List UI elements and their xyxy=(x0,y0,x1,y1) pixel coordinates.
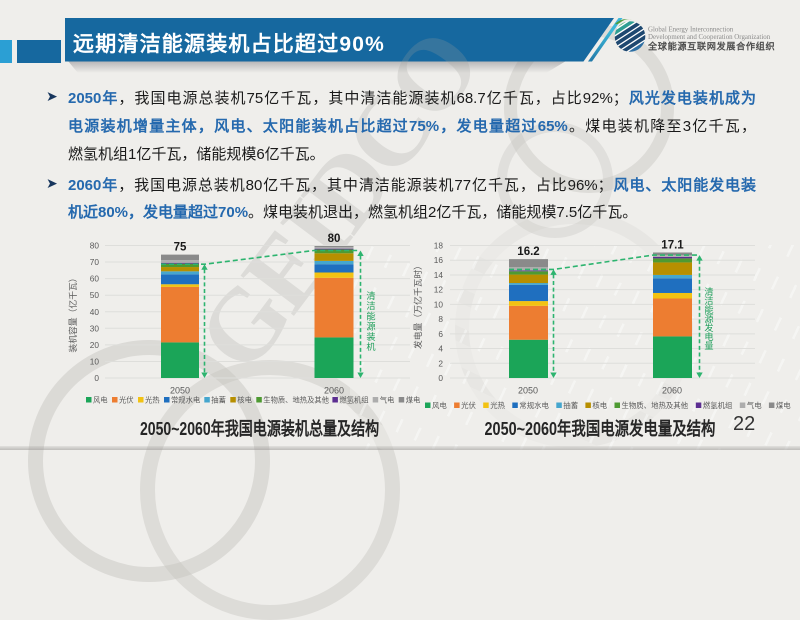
svg-text:核电: 核电 xyxy=(592,401,607,410)
svg-text:30: 30 xyxy=(90,323,100,333)
svg-text:生物质、地热及其他: 生物质、地热及其他 xyxy=(263,396,329,405)
svg-text:16: 16 xyxy=(434,255,444,265)
svg-text:光伏: 光伏 xyxy=(461,401,476,410)
svg-text:2060: 2060 xyxy=(662,386,682,396)
svg-text:20: 20 xyxy=(90,340,100,350)
svg-text:12: 12 xyxy=(434,285,444,295)
svg-text:核电: 核电 xyxy=(237,396,252,405)
svg-text:0: 0 xyxy=(94,373,99,383)
svg-text:燃氢机组: 燃氢机组 xyxy=(339,396,368,405)
svg-text:17.1: 17.1 xyxy=(661,240,684,252)
svg-text:发: 发 xyxy=(704,322,713,333)
svg-text:清: 清 xyxy=(704,286,713,297)
svg-text:Development and Cooperation Or: Development and Cooperation Organization xyxy=(648,34,771,41)
svg-text:14: 14 xyxy=(434,270,444,280)
svg-text:源: 源 xyxy=(366,322,375,332)
svg-text:煤电: 煤电 xyxy=(776,401,791,410)
svg-text:电: 电 xyxy=(704,331,713,342)
svg-text:光热: 光热 xyxy=(490,401,505,410)
svg-text:4: 4 xyxy=(438,344,443,354)
svg-text:16.2: 16.2 xyxy=(517,246,539,258)
svg-text:量: 量 xyxy=(704,341,713,351)
svg-text:燃氢机组: 燃氢机组 xyxy=(703,401,733,410)
svg-text:发电量（万亿千瓦时）: 发电量（万亿千瓦时） xyxy=(412,261,423,349)
svg-text:气电: 气电 xyxy=(747,401,762,410)
svg-text:40: 40 xyxy=(90,307,100,317)
svg-text:常规水电: 常规水电 xyxy=(171,396,201,405)
svg-text:清: 清 xyxy=(366,290,375,301)
svg-text:80: 80 xyxy=(328,233,341,245)
svg-text:气电: 气电 xyxy=(380,396,395,405)
svg-text:2050: 2050 xyxy=(170,386,190,396)
svg-text:抽蓄: 抽蓄 xyxy=(211,396,226,405)
svg-text:风电: 风电 xyxy=(432,401,447,410)
svg-text:60: 60 xyxy=(90,274,100,284)
svg-text:风电: 风电 xyxy=(93,396,108,405)
svg-text:机: 机 xyxy=(366,341,375,352)
svg-text:10: 10 xyxy=(90,356,100,366)
svg-text:Global Energy Interconnection: Global Energy Interconnection xyxy=(648,27,734,34)
svg-text:能: 能 xyxy=(366,310,375,321)
svg-text:18: 18 xyxy=(434,241,444,251)
svg-text:洁: 洁 xyxy=(366,300,375,311)
svg-text:50: 50 xyxy=(90,290,100,300)
svg-text:装机容量（亿千瓦）: 装机容量（亿千瓦） xyxy=(67,273,78,352)
svg-text:10: 10 xyxy=(434,299,444,309)
svg-text:洁: 洁 xyxy=(704,295,713,306)
svg-text:70: 70 xyxy=(90,257,100,267)
svg-text:抽蓄: 抽蓄 xyxy=(563,401,578,410)
svg-text:6: 6 xyxy=(438,329,443,339)
svg-text:煤电: 煤电 xyxy=(406,396,421,405)
svg-text:源: 源 xyxy=(704,314,713,324)
svg-text:2060: 2060 xyxy=(324,386,344,396)
svg-text:光热: 光热 xyxy=(145,396,160,405)
svg-text:2: 2 xyxy=(438,358,443,368)
svg-text:能: 能 xyxy=(704,304,713,315)
svg-text:75: 75 xyxy=(174,242,187,254)
svg-text:光伏: 光伏 xyxy=(119,396,134,405)
svg-text:8: 8 xyxy=(438,314,443,324)
svg-text:装: 装 xyxy=(366,331,375,342)
svg-text:常规水电: 常规水电 xyxy=(519,401,549,410)
svg-text:0: 0 xyxy=(438,373,443,383)
svg-text:生物质、地热及其他: 生物质、地热及其他 xyxy=(622,401,689,410)
svg-text:全球能源互联网发展合作组织: 全球能源互联网发展合作组织 xyxy=(647,41,775,52)
svg-text:80: 80 xyxy=(90,241,100,251)
svg-text:2050: 2050 xyxy=(518,386,538,396)
